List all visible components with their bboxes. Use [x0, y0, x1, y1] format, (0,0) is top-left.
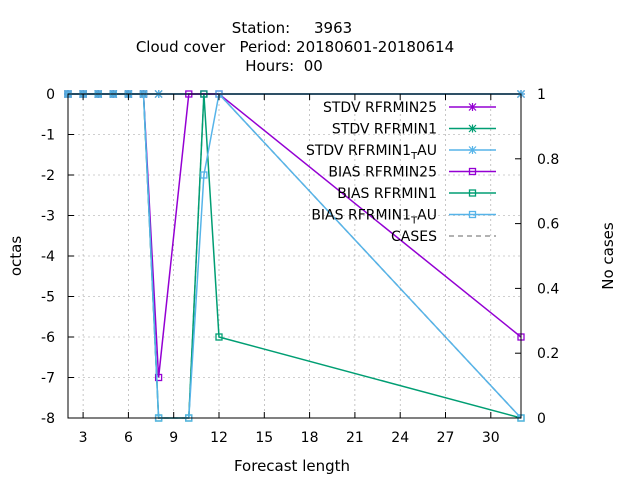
legend-label: CASES [391, 229, 437, 245]
x-tick-label: 21 [346, 430, 364, 446]
x-tick-label: 9 [169, 430, 178, 446]
x-tick-label: 18 [301, 430, 319, 446]
chart-title-line-2: Cloud cover Period: 20180601-20180614 [136, 38, 454, 56]
legend-marker [468, 189, 477, 197]
y-tick-label: -1 [41, 128, 55, 144]
data-point [215, 333, 223, 341]
legend-marker [468, 146, 477, 154]
y-tick-label: -8 [41, 411, 55, 427]
y2-tick-label: 0 [537, 411, 546, 427]
y2-tick-label: 1 [537, 87, 546, 103]
legend-marker [468, 210, 477, 219]
titles: Station: 3963 Cloud cover Period: 201806… [7, 19, 617, 475]
legend-entry: BIAS RFRMIN25 [328, 165, 496, 181]
legend-entry: BIAS RFRMIN1TAU [311, 208, 496, 227]
legend-label: STDV RFRMIN1 [332, 122, 437, 138]
y-tick-label: -4 [41, 249, 55, 265]
y2-axis-label: No cases [599, 222, 617, 290]
legend-entry: STDV RFRMIN1TAU [306, 143, 496, 162]
legend: STDV RFRMIN25 STDV RFRMIN1 STDV RFRMIN1TAU… [306, 100, 496, 245]
y-tick-label: -2 [41, 168, 55, 184]
series-layer [64, 90, 525, 422]
y-axis-label: octas [7, 236, 25, 276]
legend-label: BIAS RFRMIN1TAU [311, 208, 437, 227]
y-tick-label: -6 [41, 330, 55, 346]
y-tick-label: -7 [41, 371, 55, 387]
x-tick-label: 15 [255, 430, 273, 446]
x-tick-label: 6 [124, 430, 133, 446]
y-tick-label: -3 [41, 209, 55, 225]
x-tick-label: 12 [210, 430, 228, 446]
x-tick-label: 27 [437, 430, 455, 446]
legend-label: BIAS RFRMIN25 [328, 165, 437, 181]
y-tick-label: -5 [41, 290, 55, 306]
legend-label: STDV RFRMIN1TAU [306, 143, 437, 162]
ticks: 3 6 9 12 15 18 21 24 27 30 0 -1 -2 -3 -4 -5 -6 -7 -8 1 0.8 0.… [41, 87, 559, 446]
grid [68, 93, 521, 419]
legend-label: BIAS RFRMIN1 [337, 186, 437, 202]
legend-marker [468, 103, 477, 111]
legend-marker [468, 124, 477, 133]
legend-label: STDV RFRMIN25 [323, 100, 437, 116]
data-point [200, 171, 208, 179]
legend-entry: BIAS RFRMIN1 [337, 186, 496, 202]
y-tick-label: 0 [46, 87, 55, 103]
y2-tick-label: 0.2 [537, 346, 559, 362]
y2-tick-label: 0.4 [537, 281, 559, 297]
x-tick-label: 24 [391, 430, 409, 446]
legend-marker [468, 167, 477, 176]
data-point [154, 373, 163, 382]
x-axis-label: Forecast length [234, 457, 350, 475]
chart-title-line-3: Hours: 00 [245, 57, 323, 75]
x-tick-label: 3 [79, 430, 88, 446]
x-tick-label: 30 [482, 430, 500, 446]
y2-tick-label: 0.8 [537, 152, 559, 168]
legend-entry: STDV RFRMIN1 [332, 122, 496, 138]
y2-tick-label: 0.6 [537, 217, 559, 233]
chart-title-line-1: Station: 3963 [232, 19, 352, 37]
legend-entry: CASES [391, 229, 496, 245]
legend-entry: STDV RFRMIN25 [323, 100, 496, 116]
